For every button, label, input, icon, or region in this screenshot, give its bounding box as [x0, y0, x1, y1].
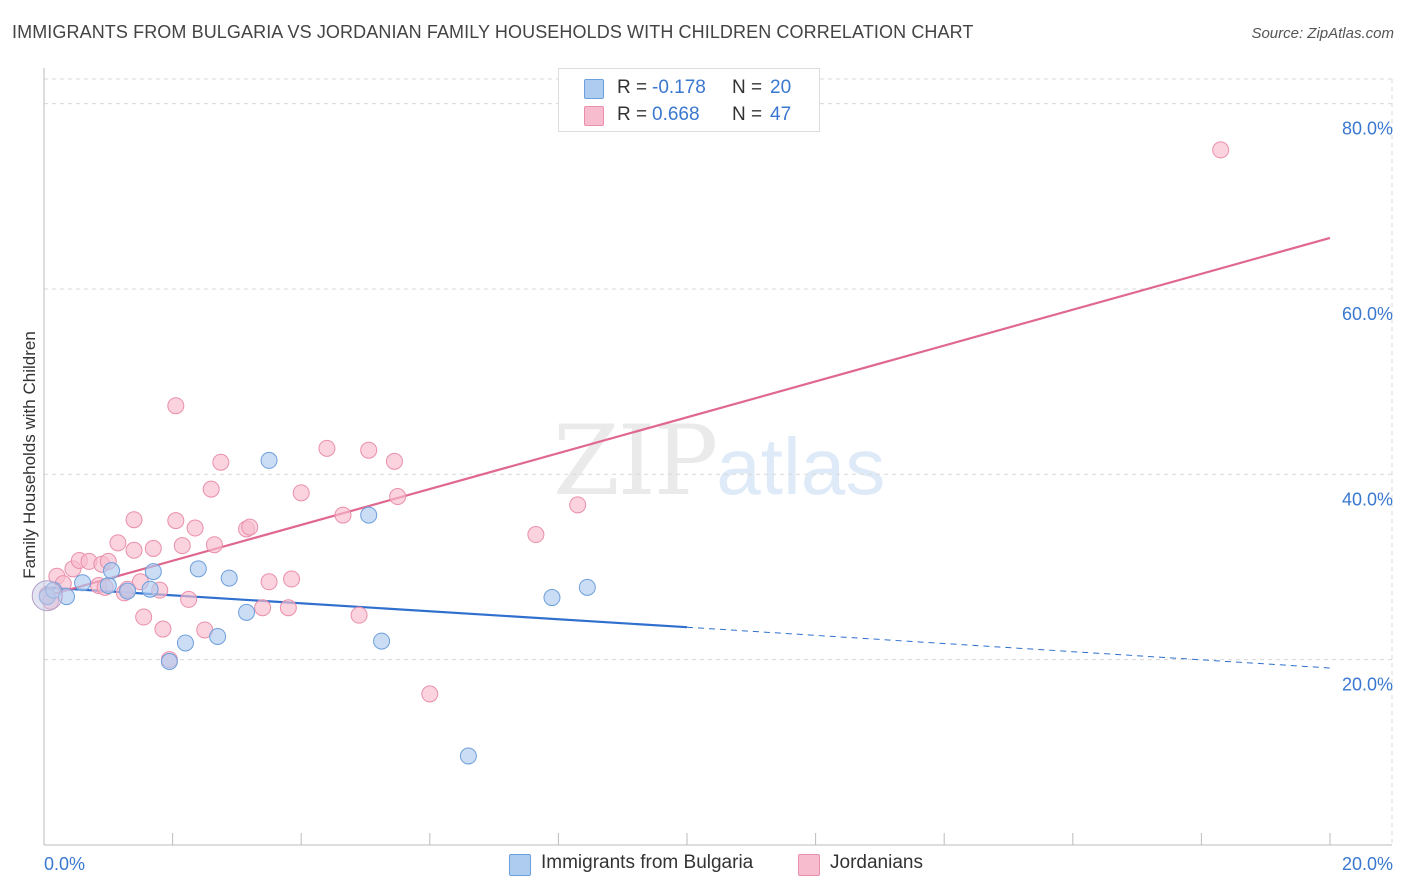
- data-point-bulgaria: [459, 747, 477, 765]
- data-point-bulgaria: [119, 582, 137, 600]
- data-point-jordanians: [173, 537, 191, 555]
- data-point-bulgaria: [578, 578, 596, 596]
- y-tick-label: 40.0%: [1342, 489, 1393, 509]
- data-point-jordanians: [318, 439, 336, 457]
- data-point-bulgaria: [189, 560, 207, 578]
- chart-title: IMMIGRANTS FROM BULGARIA VS JORDANIAN FA…: [12, 22, 974, 42]
- trend-extension-bulgaria: [686, 626, 1331, 669]
- trend-line-jordanians: [43, 236, 1331, 598]
- tick-labels: 20.0% 40.0% 60.0% 80.0% 0.0% 20.0%: [44, 119, 1393, 874]
- bottom-legend-label-bulgaria: Immigrants from Bulgaria: [541, 852, 754, 873]
- data-point-bulgaria: [543, 589, 561, 607]
- data-point-jordanians: [389, 488, 407, 506]
- data-point-jordanians: [154, 620, 172, 638]
- x-tick-label: 20.0%: [1342, 854, 1393, 874]
- data-point-jordanians: [360, 441, 378, 459]
- data-point-jordanians: [241, 518, 259, 536]
- data-point-jordanians: [254, 599, 272, 617]
- data-point-jordanians: [135, 608, 153, 626]
- legend-r-label: R =: [617, 104, 648, 125]
- data-point-jordanians: [283, 570, 301, 588]
- legend-n-label: N =: [732, 77, 763, 98]
- data-point-jordanians: [527, 526, 545, 544]
- data-point-jordanians: [202, 480, 220, 498]
- data-point-jordanians: [1212, 141, 1230, 159]
- data-point-jordanians: [212, 453, 230, 471]
- data-point-jordanians: [109, 534, 127, 552]
- y-tick-label: 60.0%: [1342, 304, 1393, 324]
- stats-legend: R = -0.178 N = 20 R = 0.668 N = 47: [558, 68, 820, 132]
- data-point-bulgaria: [360, 506, 378, 524]
- data-point-bulgaria: [209, 627, 227, 645]
- bottom-legend-swatch-bulgaria: [509, 854, 531, 876]
- data-point-bulgaria: [160, 652, 178, 670]
- data-point-bulgaria: [176, 634, 194, 652]
- data-point-jordanians: [125, 541, 143, 559]
- bottom-legend-swatch-jordanians: [798, 854, 820, 876]
- watermark-atlas: atlas: [716, 422, 886, 511]
- data-points: [31, 141, 1230, 765]
- legend-r-value: 0.668: [652, 104, 700, 125]
- data-point-jordanians: [334, 506, 352, 524]
- legend-n-label: N =: [732, 104, 763, 125]
- data-point-jordanians: [385, 452, 403, 470]
- data-point-bulgaria: [141, 580, 159, 598]
- data-point-cluster: [31, 580, 63, 612]
- source-label: Source: ZipAtlas.com: [1251, 25, 1394, 42]
- data-point-jordanians: [569, 496, 587, 514]
- legend-swatch-bulgaria: [584, 79, 604, 99]
- legend-r-value: -0.178: [652, 77, 706, 98]
- data-point-bulgaria: [373, 632, 391, 650]
- data-point-jordanians: [167, 397, 185, 415]
- data-point-jordanians: [350, 606, 368, 624]
- data-point-bulgaria: [74, 574, 92, 592]
- grid-lines: [44, 78, 1393, 845]
- legend-swatch-jordanians: [584, 106, 604, 126]
- y-tick-label: 20.0%: [1342, 675, 1393, 695]
- data-point-jordanians: [279, 599, 297, 617]
- data-point-bulgaria: [220, 569, 238, 587]
- y-tick-label: 80.0%: [1342, 119, 1393, 139]
- data-point-bulgaria: [144, 563, 162, 581]
- data-point-bulgaria: [238, 603, 256, 621]
- x-tick-label: 0.0%: [44, 854, 85, 874]
- data-point-jordanians: [205, 536, 223, 554]
- data-point-jordanians: [292, 484, 310, 502]
- legend-n-value: 20: [770, 77, 792, 98]
- data-point-jordanians: [180, 590, 198, 608]
- axes: [43, 68, 1392, 846]
- y-axis-label: Family Households with Children: [20, 331, 39, 579]
- data-point-jordanians: [260, 573, 278, 591]
- trend-lines: [43, 236, 1331, 669]
- data-point-bulgaria: [260, 451, 278, 469]
- data-point-jordanians: [125, 511, 143, 529]
- bottom-legend-label-jordanians: Jordanians: [830, 852, 923, 873]
- legend-r-label: R =: [617, 77, 648, 98]
- data-point-jordanians: [167, 512, 185, 530]
- data-point-jordanians: [186, 519, 204, 537]
- data-point-jordanians: [144, 539, 162, 557]
- data-point-jordanians: [421, 685, 439, 703]
- data-point-bulgaria: [103, 562, 121, 580]
- data-point-bulgaria: [99, 577, 117, 595]
- legend-n-value: 47: [770, 104, 792, 125]
